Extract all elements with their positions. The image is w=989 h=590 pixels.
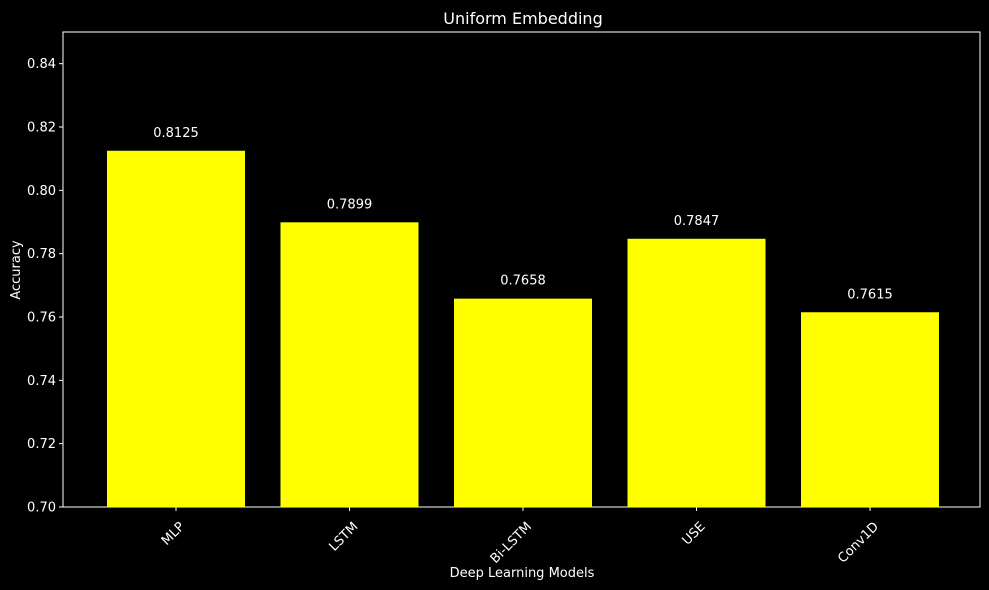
data-labels-layer: 0.8125 0.7899 0.7658 0.7847 0.7615 — [153, 126, 893, 303]
bar-lstm — [280, 222, 419, 508]
bar-conv1d — [801, 312, 939, 507]
data-label: 0.7658 — [500, 274, 546, 289]
data-label: 0.7615 — [847, 287, 893, 302]
x-tick-label: MLP — [159, 519, 188, 548]
x-axis-title: Deep Learning Models — [450, 566, 595, 581]
bar-use — [627, 238, 766, 508]
bars-layer — [107, 150, 939, 508]
y-tick-label: 0.72 — [27, 437, 56, 452]
y-tick-label: 0.82 — [27, 121, 56, 136]
y-tick-label: 0.74 — [27, 374, 56, 389]
x-axis: MLP LSTM Bi-LSTM USE Conv1D — [159, 507, 882, 567]
y-tick-label: 0.80 — [27, 184, 56, 199]
bar-bi-lstm — [454, 298, 592, 507]
x-tick-label: Bi-LSTM — [488, 519, 535, 566]
x-tick-label: LSTM — [326, 519, 361, 554]
y-tick-label: 0.78 — [27, 247, 56, 262]
y-axis: 0.70 0.72 0.74 0.76 0.78 0.80 0.82 0.84 — [27, 57, 63, 516]
y-tick-label: 0.70 — [27, 501, 56, 516]
y-axis-title: Accuracy — [9, 240, 24, 300]
data-label: 0.7847 — [674, 214, 720, 229]
bar-mlp — [107, 150, 245, 507]
data-label: 0.7899 — [327, 197, 373, 212]
y-tick-label: 0.84 — [27, 57, 56, 72]
x-tick-label: Conv1D — [835, 519, 882, 566]
data-label: 0.8125 — [153, 126, 199, 141]
x-tick-label: USE — [680, 519, 709, 548]
chart-title: Uniform Embedding — [443, 9, 602, 28]
y-tick-label: 0.76 — [27, 311, 56, 326]
